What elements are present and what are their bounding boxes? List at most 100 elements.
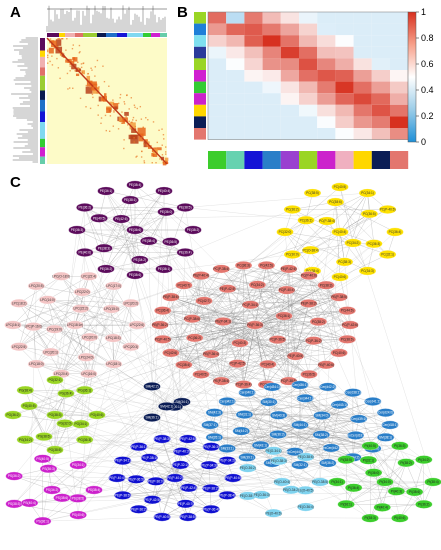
- network-node-salmon: PE(P-38:3): [300, 299, 318, 308]
- node-label: PI(40:6): [394, 516, 405, 520]
- network-node-cyan: PE(O-38:6): [297, 452, 315, 462]
- node-label: PE(34:1): [100, 189, 113, 193]
- heatmap-speck: [104, 114, 107, 117]
- colorbar-tick-label: 0: [421, 137, 426, 147]
- heatmap-speck: [128, 108, 130, 110]
- heatmap-block: [75, 73, 80, 77]
- network-edge: [19, 303, 175, 407]
- network-edge: [292, 220, 307, 255]
- node-shape: [192, 271, 210, 280]
- heatmap-speck: [94, 85, 96, 87]
- node-label: PG(36:1): [78, 388, 91, 392]
- module-column: [262, 151, 281, 169]
- heatmap-speck: [123, 101, 125, 103]
- node-shape: [155, 264, 173, 274]
- heatmap-cell: [226, 35, 245, 47]
- node-label: PE(36:5): [164, 240, 177, 244]
- module-segment: [75, 33, 83, 37]
- network-edge: [299, 384, 373, 402]
- node-shape: [121, 195, 139, 205]
- network-node-yellow: PC(34:3): [358, 266, 377, 276]
- node-shape: [224, 473, 242, 483]
- network-node-purple: PE(36:6): [126, 225, 144, 235]
- heatmap-cell: [280, 93, 299, 105]
- network-node-magenta: PS(34:1): [69, 460, 87, 470]
- node-shape: [154, 335, 172, 344]
- node-label: PC(34:1): [361, 191, 374, 195]
- network-edge: [170, 300, 205, 353]
- network-node-blue: PE(P-32:1): [171, 460, 190, 470]
- network-node-steel: Cer(d34:1): [263, 382, 281, 392]
- heatmap-block: [147, 145, 152, 149]
- network-edge: [29, 285, 37, 503]
- network-node-purple: PE(38:3): [95, 243, 113, 253]
- node-label: PE(P-34:1): [215, 320, 231, 324]
- node-label: PE(38:2): [187, 228, 200, 232]
- node-label: Cer(d36:1): [292, 383, 307, 387]
- network-node-yellow: PC(38:3): [335, 257, 354, 267]
- node-shape: [158, 402, 176, 411]
- node-shape: [238, 388, 256, 397]
- node-shape: [318, 216, 336, 226]
- network-edge: [185, 207, 307, 221]
- heatmap-speck: [132, 116, 135, 119]
- network-node-green: PI(40:5): [361, 441, 379, 451]
- network-edge: [77, 481, 434, 499]
- network-node-steel: SM(32:1): [291, 460, 309, 470]
- network-node-steel: SM(34:0): [313, 411, 331, 420]
- node-shape: [231, 338, 249, 348]
- node-shape: [300, 271, 318, 280]
- network-node-magenta: PS(36:2): [5, 471, 23, 481]
- network-edge: [170, 342, 240, 354]
- node-shape: [283, 205, 302, 214]
- network-edge: [227, 401, 301, 426]
- heatmap-speck: [118, 102, 120, 105]
- network-node-salmon: PE(P-36:4): [202, 349, 220, 359]
- network-edge: [134, 274, 163, 440]
- node-label: LPC(20:0): [82, 335, 97, 339]
- network-edge: [368, 460, 424, 505]
- node-label: PE(34:2): [133, 258, 146, 262]
- node-label: PC(38:4): [178, 363, 191, 367]
- heatmap-speck: [89, 107, 92, 110]
- network-edge: [257, 275, 309, 285]
- node-label: SM(43:1): [254, 443, 267, 447]
- network-edge: [268, 340, 314, 403]
- network-node-purple: PE(40:6): [76, 248, 94, 257]
- node-shape: [147, 476, 165, 486]
- heatmap-block: [143, 143, 147, 148]
- heatmap-cell: [390, 58, 409, 70]
- node-shape: [238, 453, 256, 462]
- dendrogram-top: [46, 5, 167, 32]
- network-edge: [325, 285, 340, 353]
- node-shape: [27, 359, 45, 369]
- node-label: PG(34:1): [74, 422, 87, 426]
- network-edge: [122, 495, 212, 510]
- network-edge: [373, 445, 400, 473]
- network-edge: [241, 384, 301, 432]
- module-column: [335, 151, 354, 169]
- node-shape: [234, 261, 253, 270]
- heatmap-block: [55, 39, 62, 46]
- network-node-salmon: PC(42:7): [195, 296, 213, 306]
- network-node-lime: PG(36:3): [76, 435, 94, 445]
- colorbar-tick-label: 1: [421, 7, 426, 17]
- heatmap-cell: [262, 46, 281, 59]
- network-node-cyan: PE(O-36:2): [239, 463, 257, 473]
- network-node-yellow: PC(34:1): [358, 188, 377, 198]
- node-shape: [232, 426, 250, 436]
- network-edge: [162, 310, 202, 375]
- node-label: PC(34:2): [251, 283, 264, 287]
- node-shape: [259, 360, 277, 369]
- network-node-steel: Cer(d18:1): [381, 420, 399, 430]
- heatmap-speck: [57, 67, 60, 69]
- node-label: PS(38:4): [88, 488, 101, 492]
- node-label: PI(38:2): [400, 461, 411, 465]
- heatmap-speck: [136, 107, 138, 110]
- heatmap-speck: [57, 38, 59, 40]
- node-label: PC(36:4): [389, 230, 402, 234]
- node-label: LPC(P-16:0): [25, 325, 43, 329]
- heatmap-speck: [85, 84, 88, 87]
- network-edge: [29, 495, 248, 504]
- network-edge: [346, 481, 386, 505]
